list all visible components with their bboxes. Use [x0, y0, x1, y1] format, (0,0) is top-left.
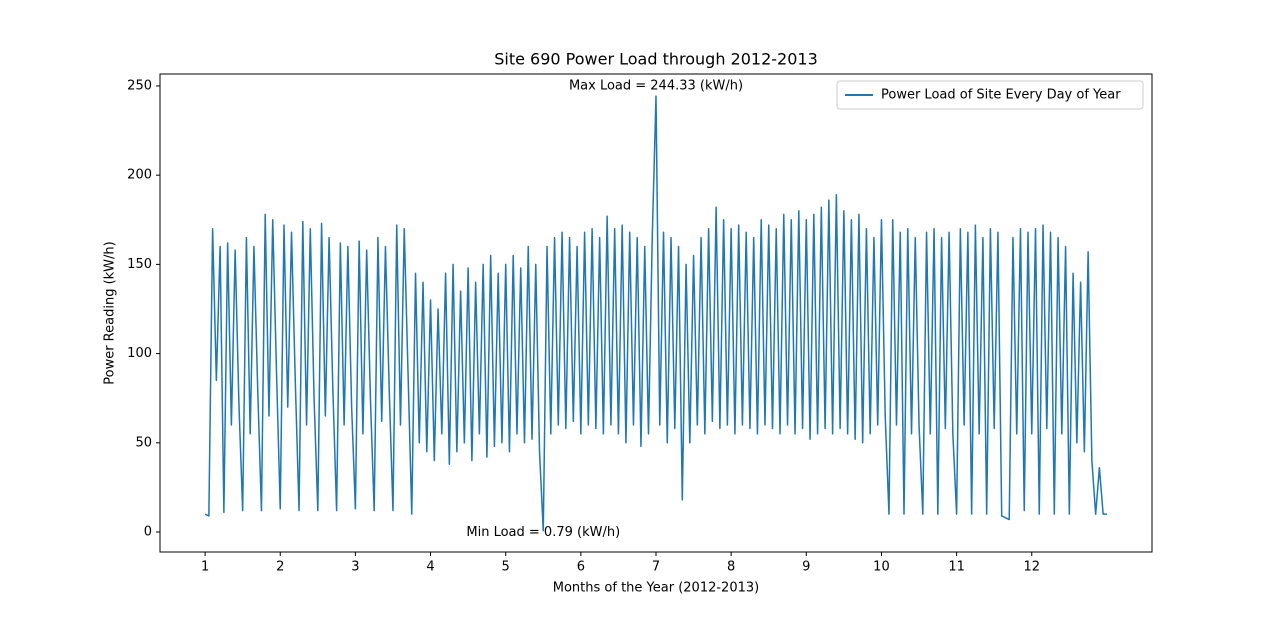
x-tick-label: 6 — [577, 560, 585, 575]
y-tick-label: 100 — [127, 346, 152, 361]
y-tick-label: 150 — [127, 257, 152, 272]
legend: Power Load of Site Every Day of Year — [836, 80, 1144, 110]
y-tick-label: 200 — [127, 168, 152, 183]
x-tick-label: 7 — [652, 560, 660, 575]
x-tick-label: 3 — [351, 560, 359, 575]
x-tick-label: 9 — [802, 560, 810, 575]
legend-label: Power Load of Site Every Day of Year — [881, 88, 1121, 103]
y-tick-label: 250 — [127, 78, 152, 93]
x-tick-label: 8 — [727, 560, 735, 575]
x-tick-label: 1 — [201, 560, 209, 575]
plot-frame — [159, 73, 1153, 553]
max-annotation: Max Load = 244.33 (kW/h) — [569, 79, 743, 94]
legend-box — [836, 80, 1144, 110]
min-annotation: Min Load = 0.79 (kW/h) — [466, 525, 620, 540]
x-tick-label: 4 — [426, 560, 434, 575]
y-tick-label: 50 — [135, 435, 152, 450]
x-tick-label: 5 — [502, 560, 510, 575]
x-tick-label: 2 — [276, 560, 284, 575]
x-tick-label: 12 — [1023, 560, 1040, 575]
data-line — [204, 95, 1107, 532]
chart-title: Site 690 Power Load through 2012-2013 — [494, 50, 818, 69]
x-tick-label: 10 — [873, 560, 890, 575]
y-tick-label: 0 — [144, 525, 152, 540]
y-axis-label: Power Reading (kW/h) — [103, 241, 118, 384]
x-tick-label: 11 — [948, 560, 965, 575]
x-axis-label: Months of the Year (2012-2013) — [553, 581, 759, 596]
